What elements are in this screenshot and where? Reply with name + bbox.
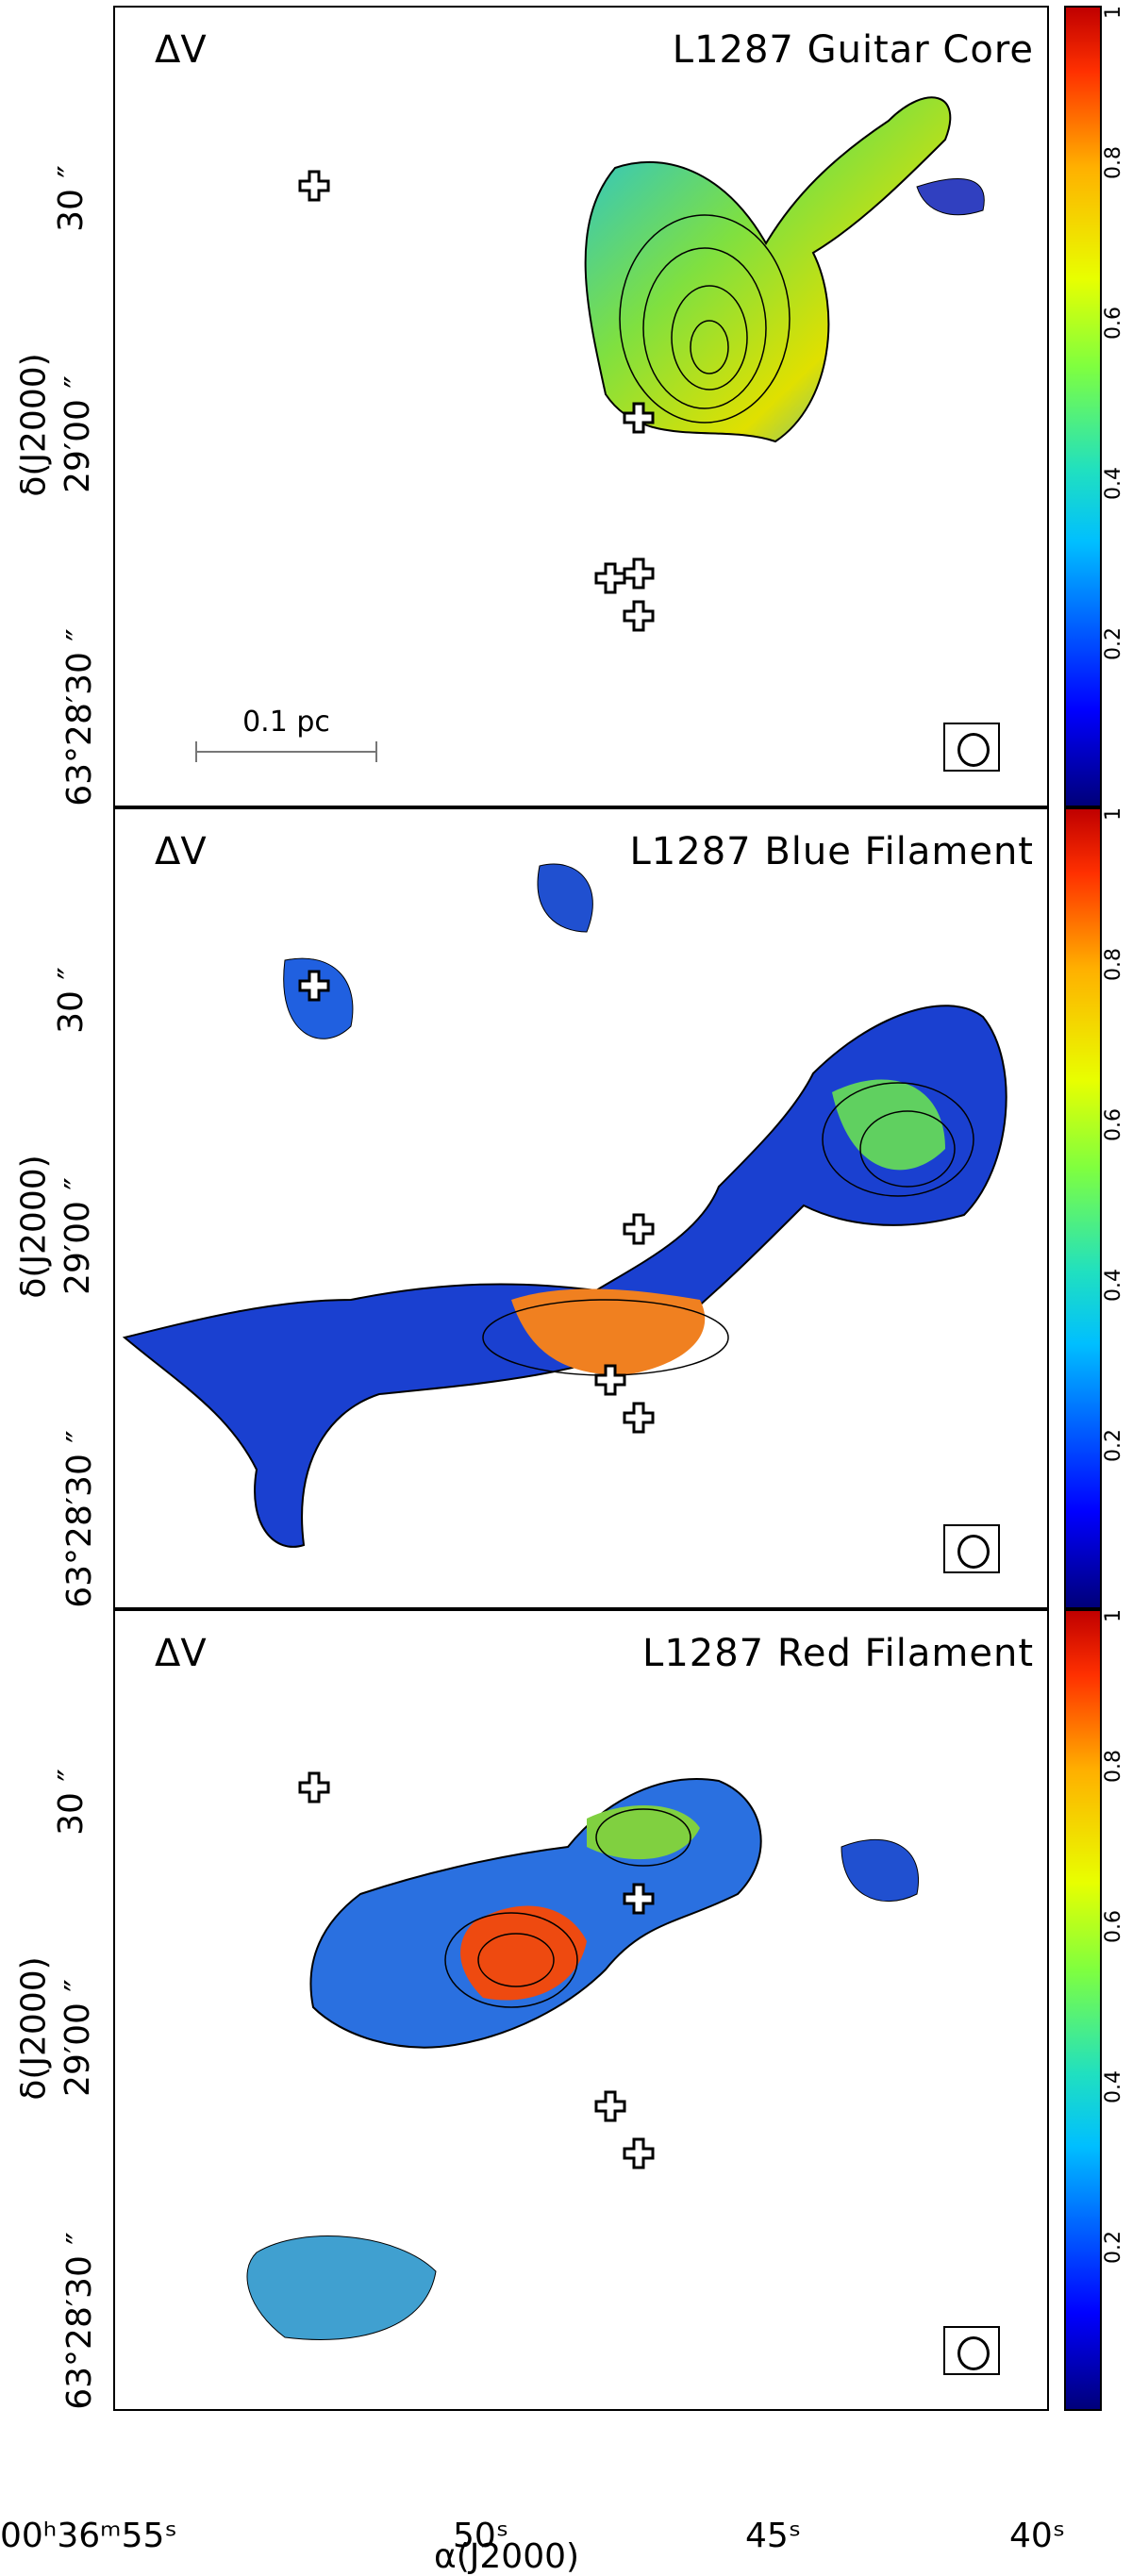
colorbar-tick: 0.2 xyxy=(1102,2231,1125,2264)
y-axis-label: δ(J2000) xyxy=(14,1956,54,2101)
colorbar xyxy=(1064,1609,1102,2411)
y-tick-30: 30 ″ xyxy=(51,1769,91,1836)
cross-marker xyxy=(594,562,626,594)
x-tick-40s: 40ˢ xyxy=(1009,2517,1066,2555)
y-axis-label: δ(J2000) xyxy=(14,353,54,497)
velocity-dispersion-map xyxy=(298,96,985,632)
emission-region xyxy=(584,96,952,443)
cross-marker xyxy=(623,600,655,632)
y-tick-2900: 29′00 ″ xyxy=(58,375,97,493)
emission-small xyxy=(246,2235,437,2340)
colorbar-tick: 0.4 xyxy=(1102,2070,1125,2103)
beam-icon xyxy=(943,2326,1000,2375)
cross-marker xyxy=(623,1213,655,1245)
x-tick-50s: 50ˢ xyxy=(453,2517,509,2555)
panel-title: L1287 Red Filament xyxy=(642,1632,1034,1675)
beam-icon xyxy=(943,1524,1000,1573)
colorbar-tick: 0.2 xyxy=(1102,1429,1125,1462)
y-tick-2830: 63°28′30 ″ xyxy=(59,628,99,806)
y-axis-label: δ(J2000) xyxy=(14,1155,54,1299)
contours xyxy=(444,1808,691,2008)
emission-small xyxy=(916,177,985,216)
colorbar xyxy=(1064,6,1102,807)
emission-hot xyxy=(460,1905,587,2001)
delta-v-label: ΔV xyxy=(155,1632,207,1675)
y-tick-30: 30 ″ xyxy=(51,165,91,232)
cross-marker xyxy=(623,1883,655,1915)
contours xyxy=(619,214,791,424)
velocity-dispersion-map xyxy=(122,863,1007,1548)
cross-marker xyxy=(298,970,330,1002)
panel-red-filament: ΔV L1287 Red Filament xyxy=(113,1609,1049,2411)
cross-marker xyxy=(623,402,655,434)
y-tick-2900: 29′00 ″ xyxy=(58,1177,97,1295)
cross-markers xyxy=(298,1771,655,2169)
cross-marker xyxy=(623,1402,655,1434)
colorbar-tick: 1 xyxy=(1102,807,1125,821)
emission-small xyxy=(841,1838,919,1903)
colorbar-tick: 0.6 xyxy=(1102,307,1125,340)
cross-marker xyxy=(623,557,655,590)
y-tick-2830: 63°28′30 ″ xyxy=(59,2232,99,2410)
colorbar-tick: 0.8 xyxy=(1102,948,1125,981)
colorbar-tick: 0.8 xyxy=(1102,1750,1125,1783)
delta-v-label: ΔV xyxy=(155,830,207,873)
panel-title: L1287 Guitar Core xyxy=(672,28,1034,72)
cross-marker xyxy=(298,1771,330,1803)
colorbar-tick: 0.4 xyxy=(1102,467,1125,500)
colorbar-tick: 0.8 xyxy=(1102,146,1125,179)
colorbar-tick: 0.6 xyxy=(1102,1108,1125,1141)
scale-bar-label: 0.1 pc xyxy=(242,706,330,739)
y-tick-30: 30 ″ xyxy=(51,967,91,1034)
velocity-dispersion-map xyxy=(246,1771,919,2340)
cross-marker xyxy=(594,2090,626,2122)
cross-marker xyxy=(623,2137,655,2169)
panel-blue-filament: ΔV L1287 Blue Filament xyxy=(113,807,1049,1609)
x-tick-45s: 45ˢ xyxy=(745,2517,802,2555)
cross-marker xyxy=(594,1364,626,1396)
y-tick-2900: 29′00 ″ xyxy=(58,1979,97,2097)
x-tick-55s: 00ʰ36ᵐ55ˢ xyxy=(0,2517,177,2555)
cross-marker xyxy=(298,170,330,202)
colorbar-tick: 1 xyxy=(1102,6,1125,19)
colorbar-tick: 1 xyxy=(1102,1609,1125,1622)
emission-small xyxy=(537,863,593,933)
cross-markers xyxy=(298,170,655,632)
cross-markers xyxy=(298,970,655,1434)
colorbar-tick: 0.6 xyxy=(1102,1910,1125,1943)
x-axis-label: α(J2000) xyxy=(434,2537,580,2576)
y-tick-2830: 63°28′30 ″ xyxy=(59,1430,99,1608)
delta-v-label: ΔV xyxy=(155,28,207,72)
emission-region xyxy=(122,1005,1007,1548)
beam-icon xyxy=(943,723,1000,772)
colorbar xyxy=(1064,807,1102,1609)
panel-title: L1287 Blue Filament xyxy=(629,830,1034,873)
emission-hot xyxy=(511,1288,706,1375)
colorbar-tick: 0.4 xyxy=(1102,1269,1125,1302)
panel-guitar-core: ΔV L1287 Guitar Core 0.1 pc xyxy=(113,6,1049,807)
colorbar-tick: 0.2 xyxy=(1102,627,1125,660)
scale-bar: 0.1 pc xyxy=(195,706,377,772)
emission-green xyxy=(587,1805,700,1860)
